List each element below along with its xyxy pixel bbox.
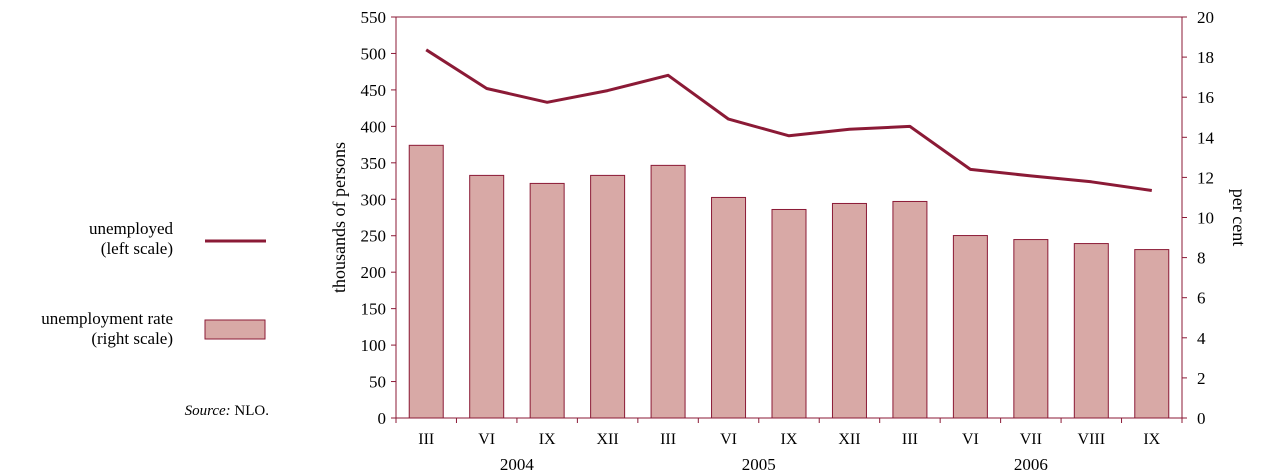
x-tick-label-7: XII: [838, 431, 860, 448]
x-tick-label-6: IX: [781, 431, 798, 448]
source-value: NLO.: [234, 403, 269, 419]
right-tick-label-3: 6: [1197, 289, 1206, 308]
x-tick-label-2: IX: [539, 431, 556, 448]
legend-unemployed-line1: unemployed: [88, 219, 173, 238]
bar-7: [831, 202, 867, 419]
left-tick-label-0: 0: [378, 409, 387, 428]
x-group-label-2: 2006: [1014, 455, 1048, 474]
bar-6: [771, 208, 807, 419]
right-tick-label-0: 0: [1197, 409, 1206, 428]
bar-1: [469, 174, 505, 419]
left-tick-label-5: 250: [361, 227, 387, 246]
bar-11: [1073, 243, 1109, 419]
source-label: Source:: [184, 403, 231, 419]
bar-2: [529, 182, 565, 419]
bar-10: [1013, 239, 1049, 419]
left-tick-label-1: 50: [369, 373, 386, 392]
bar-3: [590, 174, 626, 419]
right-tick-label-4: 8: [1197, 249, 1206, 268]
y-axis-title: thousands of persons: [329, 142, 349, 293]
y2-axis-title: per cent: [1229, 189, 1249, 246]
x-tick-label-12: IX: [1143, 431, 1160, 448]
left-tick-label-9: 450: [361, 81, 387, 100]
left-tick-label-7: 350: [361, 154, 387, 173]
left-tick-label-3: 150: [361, 300, 387, 319]
right-tick-label-5: 10: [1197, 209, 1214, 228]
bar-12: [1134, 249, 1170, 419]
left-tick-label-11: 550: [361, 8, 387, 27]
right-tick-label-6: 12: [1197, 168, 1214, 187]
x-tick-label-0: III: [418, 431, 434, 448]
legend-rate-swatch: [204, 319, 266, 340]
x-tick-label-5: VI: [720, 431, 737, 448]
bar-0: [408, 144, 444, 419]
left-tick-label-6: 300: [361, 190, 387, 209]
x-group-label-1: 2005: [742, 455, 776, 474]
bar-9: [952, 235, 988, 419]
legend-unemployed-label: unemployed (left scale): [89, 219, 173, 259]
x-tick-label-4: III: [660, 431, 676, 448]
bar-5: [711, 196, 747, 419]
right-tick-label-2: 4: [1197, 329, 1206, 348]
bar-8: [892, 200, 928, 419]
bar-4: [650, 164, 686, 419]
legend-rate-label: unemployment rate (right scale): [41, 309, 173, 349]
legend-rate-line2: (right scale): [91, 329, 173, 348]
right-tick-label-8: 16: [1197, 88, 1214, 107]
source-note: Source: NLO.: [185, 403, 269, 420]
left-tick-label-8: 400: [361, 117, 387, 136]
x-tick-label-10: VII: [1020, 431, 1042, 448]
x-tick-label-1: VI: [478, 431, 495, 448]
x-group-label-0: 2004: [500, 455, 535, 474]
x-tick-label-9: VI: [962, 431, 979, 448]
line-unemployed: [425, 48, 1153, 192]
right-tick-label-1: 2: [1197, 369, 1206, 388]
legend-unemployed-line2: (left scale): [100, 239, 173, 258]
right-tick-label-7: 14: [1197, 128, 1215, 147]
left-tick-label-4: 200: [361, 263, 387, 282]
legend-rate-line1: unemployment rate: [41, 309, 173, 328]
x-tick-label-3: XII: [597, 431, 619, 448]
right-tick-label-10: 20: [1197, 8, 1214, 27]
left-tick-label-2: 100: [361, 336, 387, 355]
left-tick-label-10: 500: [361, 44, 387, 63]
x-tick-label-8: III: [902, 431, 918, 448]
x-tick-label-11: VIII: [1078, 431, 1106, 448]
right-tick-label-9: 18: [1197, 48, 1214, 67]
